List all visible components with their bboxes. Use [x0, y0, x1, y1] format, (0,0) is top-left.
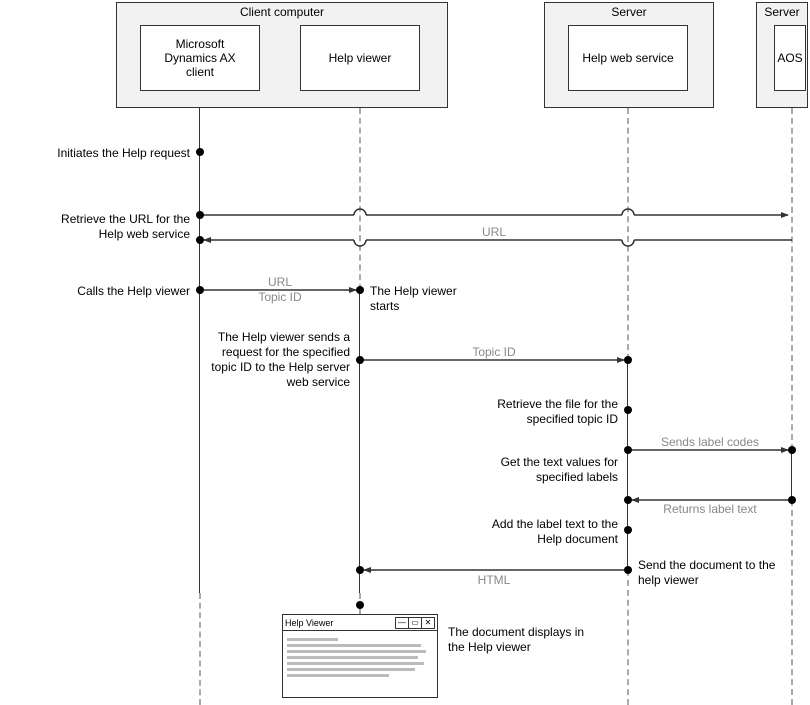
- label-initiate: Initiates the Help request: [10, 146, 190, 161]
- label-retrieve-url: Retrieve the URL for the Help web servic…: [10, 212, 190, 242]
- actor-websvc: Help web service: [568, 25, 688, 91]
- label-display-doc: The document displays in the Help viewer: [448, 625, 618, 655]
- help-viewer-buttons: — ▭ ✕: [396, 617, 435, 629]
- lifeline-aos-solid: [791, 450, 792, 500]
- lifeline-aos-dash2: [791, 500, 793, 705]
- label-retrieve-file: Retrieve the file for the specified topi…: [440, 397, 618, 427]
- help-viewer-title: Help Viewer: [285, 618, 333, 628]
- label-url-back: URL: [360, 225, 628, 240]
- label-url-topic: URL Topic ID: [200, 275, 360, 305]
- lifeline-websvc-solid: [627, 360, 628, 570]
- label-get-text: Get the text values for specified labels: [440, 455, 618, 485]
- label-returns-labels: Returns label text: [628, 502, 792, 517]
- actor-aos: AOS: [774, 25, 806, 91]
- maximize-icon: ▭: [408, 617, 422, 629]
- lifeline-aos-dash1: [791, 108, 793, 450]
- lifeline-viewer-dash1: [359, 108, 361, 290]
- help-viewer-titlebar: Help Viewer — ▭ ✕: [283, 615, 437, 631]
- close-icon: ✕: [421, 617, 435, 629]
- lifeline-viewer-solid: [359, 290, 360, 593]
- label-viewer-starts: The Help viewer starts: [370, 284, 510, 314]
- dot-initiate: [196, 148, 204, 156]
- label-html: HTML: [360, 573, 628, 588]
- lifeline-client-dash: [199, 593, 201, 705]
- dot-display: [356, 601, 364, 609]
- actor-viewer: Help viewer: [300, 25, 420, 91]
- dot-retrieve-file: [624, 406, 632, 414]
- actor-client: Microsoft Dynamics AX client: [140, 25, 260, 91]
- label-add-label: Add the label text to the Help document: [440, 517, 618, 547]
- minimize-icon: —: [395, 617, 409, 629]
- container-server1-label: Server: [545, 5, 713, 19]
- lifeline-websvc-dash2: [627, 570, 629, 705]
- label-send-doc: Send the document to the help viewer: [638, 558, 808, 588]
- help-viewer-window: Help Viewer — ▭ ✕: [282, 614, 438, 698]
- label-sends-labels: Sends label codes: [628, 435, 792, 450]
- container-client-label: Client computer: [117, 5, 447, 19]
- dot-add-label: [624, 526, 632, 534]
- label-call-viewer: Calls the Help viewer: [10, 284, 190, 299]
- dot-url-back: [196, 236, 204, 244]
- label-topic-id: Topic ID: [360, 345, 628, 360]
- dot-retrieve-url: [196, 211, 204, 219]
- help-viewer-body: [283, 631, 437, 684]
- label-viewer-sends: The Help viewer sends a request for the …: [180, 330, 350, 390]
- container-server2-label: Server: [757, 5, 807, 19]
